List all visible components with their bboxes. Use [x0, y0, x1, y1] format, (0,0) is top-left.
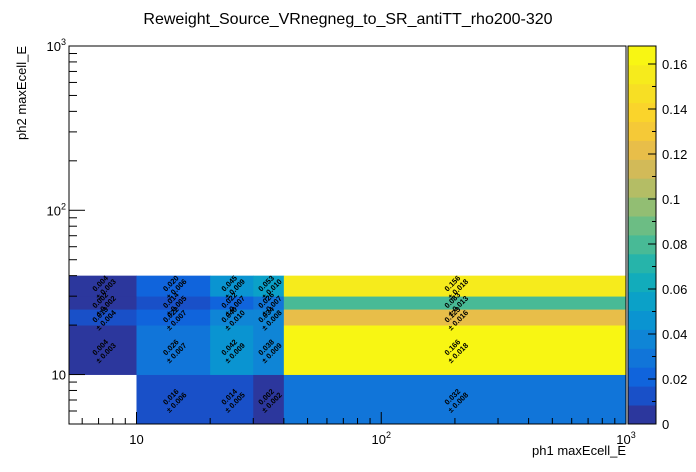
colorbar-bin	[628, 121, 656, 141]
heatmap-cell	[136, 275, 211, 297]
colorbar-bin	[628, 272, 656, 293]
plot-frame	[68, 45, 627, 425]
colorbar-frame	[627, 45, 657, 425]
x-tick-label: 10	[129, 432, 143, 447]
heatmap-cell	[210, 325, 254, 375]
colorbar-bin	[628, 310, 656, 330]
heatmap-cell	[283, 325, 627, 375]
colorbar-bin	[628, 367, 656, 387]
colorbar-bin	[628, 216, 656, 236]
heatmap-cell	[136, 296, 211, 310]
colorbar: 0 0.02 0.04 0.06 0.08 0.1 0.12 0.14 0.16	[627, 45, 687, 432]
colorbar-bin	[628, 102, 656, 122]
heatmap-cell	[210, 309, 254, 326]
heatmap-cell	[253, 325, 285, 375]
x-tick-label: 103	[616, 430, 635, 447]
heatmap-cell	[136, 309, 211, 326]
heatmap-cell	[283, 296, 627, 310]
colorbar-bin	[628, 291, 656, 311]
colorbar-bin	[628, 159, 656, 179]
heatmap-cell	[69, 309, 137, 326]
heatmap-cell	[210, 296, 254, 310]
heatmap-cell	[69, 275, 137, 297]
y-axis-label: ph2 maxEcell_E	[14, 46, 29, 140]
heatmap-cell	[210, 275, 254, 297]
colorbar-bin	[628, 235, 656, 255]
heatmap-cell	[283, 309, 627, 326]
heatmap-cell	[253, 309, 285, 326]
colorbar-bin	[628, 64, 656, 85]
colorbar-bin	[628, 178, 656, 198]
heatmap-cell	[253, 374, 285, 425]
x-tick-label: 102	[372, 430, 391, 447]
heatmap-cell	[210, 374, 254, 425]
heatmap-cell	[253, 275, 285, 297]
colorbar-tick-label: 0.16	[662, 57, 687, 72]
colorbar-tick-label: 0.12	[662, 147, 687, 162]
heatmap-cell	[283, 275, 627, 297]
heatmap-cell	[136, 374, 211, 425]
colorbar-bin	[628, 140, 656, 160]
colorbar-tick-label: 0.14	[662, 102, 687, 117]
colorbar-bin	[628, 197, 656, 217]
colorbar-bin	[628, 348, 656, 368]
colorbar-bin	[628, 46, 656, 66]
x-axis: 10 102 103	[81, 412, 636, 447]
heatmap-cell	[283, 374, 627, 425]
colorbar-tick-label: 0.04	[662, 327, 687, 342]
colorbar-tick-label: 0.06	[662, 282, 687, 297]
colorbar-bin	[628, 329, 656, 349]
heatmap-cell	[253, 296, 285, 310]
heatmap-cells	[69, 275, 627, 425]
colorbar-bin	[628, 83, 656, 104]
chart-title: Reweight_Source_VRnegneg_to_SR_antiTT_rh…	[143, 11, 552, 28]
y-tick-label: 102	[47, 201, 66, 218]
colorbar-bin	[628, 405, 656, 425]
colorbar-tick-label: 0.08	[662, 237, 687, 252]
y-axis: 10 102 103	[47, 37, 85, 425]
y-tick-label: 10	[52, 368, 66, 383]
x-axis-label: ph1 maxEcell_E	[532, 443, 626, 458]
colorbar-bin	[628, 253, 656, 274]
heatmap-cell	[136, 325, 211, 375]
heatmap-cell	[69, 325, 137, 375]
colorbar-tick-label: 0.02	[662, 372, 687, 387]
colorbar-bin	[628, 386, 656, 406]
y-tick-label: 103	[47, 37, 66, 54]
heatmap-cell	[69, 296, 137, 310]
colorbar-tick-label: 0	[662, 417, 669, 432]
colorbar-tick-label: 0.1	[662, 192, 680, 207]
